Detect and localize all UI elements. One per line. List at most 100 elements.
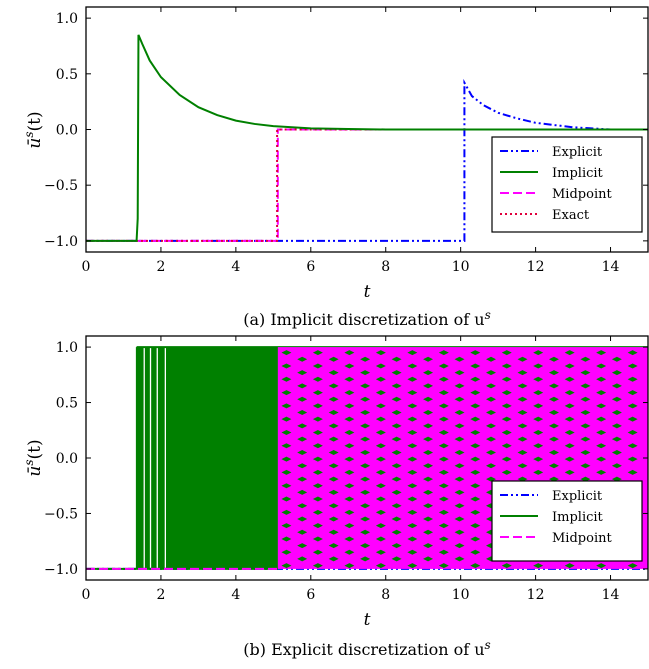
chatter-diamond [360,423,371,429]
x-axis-label-a: t [364,282,371,302]
x-tick-label: 0 [82,587,91,603]
chatter-diamond [438,496,449,502]
chatter-diamond [438,509,449,515]
chatter-diamond [470,403,481,409]
chatter-diamond [391,543,402,549]
chatter-diamond [580,383,591,389]
chatter-diamond [533,469,544,475]
x-tick-label: 14 [602,259,620,275]
chatter-diamond [611,383,622,389]
chatter-diamond [486,410,497,416]
y-tick-label: −0.5 [44,506,78,522]
panel-a: 0 2 4 6 8 10 12 14−1.0−0.50.00.51.0 t ūs(t) (a)… [22,6,649,329]
svg-text:ūs(t): ūs(t) [22,439,45,476]
x-axis-label-b: t [364,610,371,630]
chatter-diamond [501,416,512,422]
chatter-diamond [312,350,323,356]
chatter-diamond [328,383,339,389]
chatter-diamond [533,443,544,449]
caption-b-text: (b) Explicit discretization of u [243,640,484,659]
chatter-diamond [312,429,323,435]
chatter-diamond [564,350,575,356]
chatter-diamond [423,410,434,416]
chatter-diamond [470,523,481,529]
chatter-diamond [438,549,449,555]
chatter-diamond [454,556,465,562]
chatter-diamond [470,563,481,569]
chatter-diamond [548,383,559,389]
chatter-diamond [328,516,339,522]
chatter-diamond [391,423,402,429]
chatter-diamond [391,370,402,376]
chatter-diamond [548,436,559,442]
chatter-diamond [564,429,575,435]
chatter-diamond [438,563,449,569]
legend-label-midpoint: Midpoint [552,531,612,546]
chatter-diamond [375,443,386,449]
chatter-diamond [281,536,292,542]
chatter-diamond [297,489,308,495]
y-tick-label: 0.0 [56,123,78,139]
chatter-diamond [391,516,402,522]
chatter-diamond [533,456,544,462]
caption-b: (b) Explicit discretization of us [243,638,490,659]
chatter-diamond [596,376,607,382]
series-implicit-chatter [135,346,648,570]
chatter-diamond [407,403,418,409]
chatter-diamond [360,396,371,402]
y-axis-label-b-main: ū [25,466,45,477]
chatter-diamond [281,523,292,529]
chatter-diamond [360,503,371,509]
chatter-diamond [501,429,512,435]
chatter-diamond [297,436,308,442]
legend-b: Explicit Implicit Midpoint [491,480,643,562]
chatter-diamond [596,563,607,569]
chatter-diamond [375,376,386,382]
chatter-diamond [438,390,449,396]
chatter-diamond [596,403,607,409]
chatter-diamond [564,403,575,409]
chatter-diamond [407,563,418,569]
chatter-diamond [281,509,292,515]
chatter-diamond [454,476,465,482]
chatter-diamond [596,390,607,396]
chatter-diamond [375,536,386,542]
chatter-diamond [344,376,355,382]
chatter-diamond [375,563,386,569]
chatter-diamond [360,356,371,362]
chatter-diamond [407,536,418,542]
chatter-diamond [375,483,386,489]
x-tick-label: 2 [156,259,165,275]
chatter-diamond [297,463,308,469]
chatter-diamond [517,383,528,389]
chatter-diamond [486,396,497,402]
chatter-diamond [328,503,339,509]
series-exact-line [86,128,648,242]
chatter-diamond [470,363,481,369]
y-tick-label: 1.0 [56,340,78,356]
chatter-diamond [360,370,371,376]
chatter-diamond [344,416,355,422]
chatter-diamond [281,350,292,356]
chatter-diamond [438,403,449,409]
chatter-diamond [596,429,607,435]
legend-label-explicit: Explicit [552,489,603,504]
chatter-diamond [596,416,607,422]
chatter-diamond [501,403,512,409]
chatter-diamond [375,429,386,435]
chatter-diamond [611,476,622,482]
caption-b-sup: s [485,638,491,652]
x-tick-label: 6 [306,587,315,603]
chatter-diamond [281,363,292,369]
chatter-diamond [486,370,497,376]
y-axis-label-b: ūs(t) [22,439,45,476]
chatter-diamond [533,429,544,435]
chatter-diamond [344,496,355,502]
chatter-diamond [548,449,559,455]
x-tick-label: 2 [156,587,165,603]
chatter-diamond [423,370,434,376]
chatter-diamond [328,449,339,455]
chatter-diamond [627,363,638,369]
chatter-diamond [454,516,465,522]
chatter-diamond [517,436,528,442]
